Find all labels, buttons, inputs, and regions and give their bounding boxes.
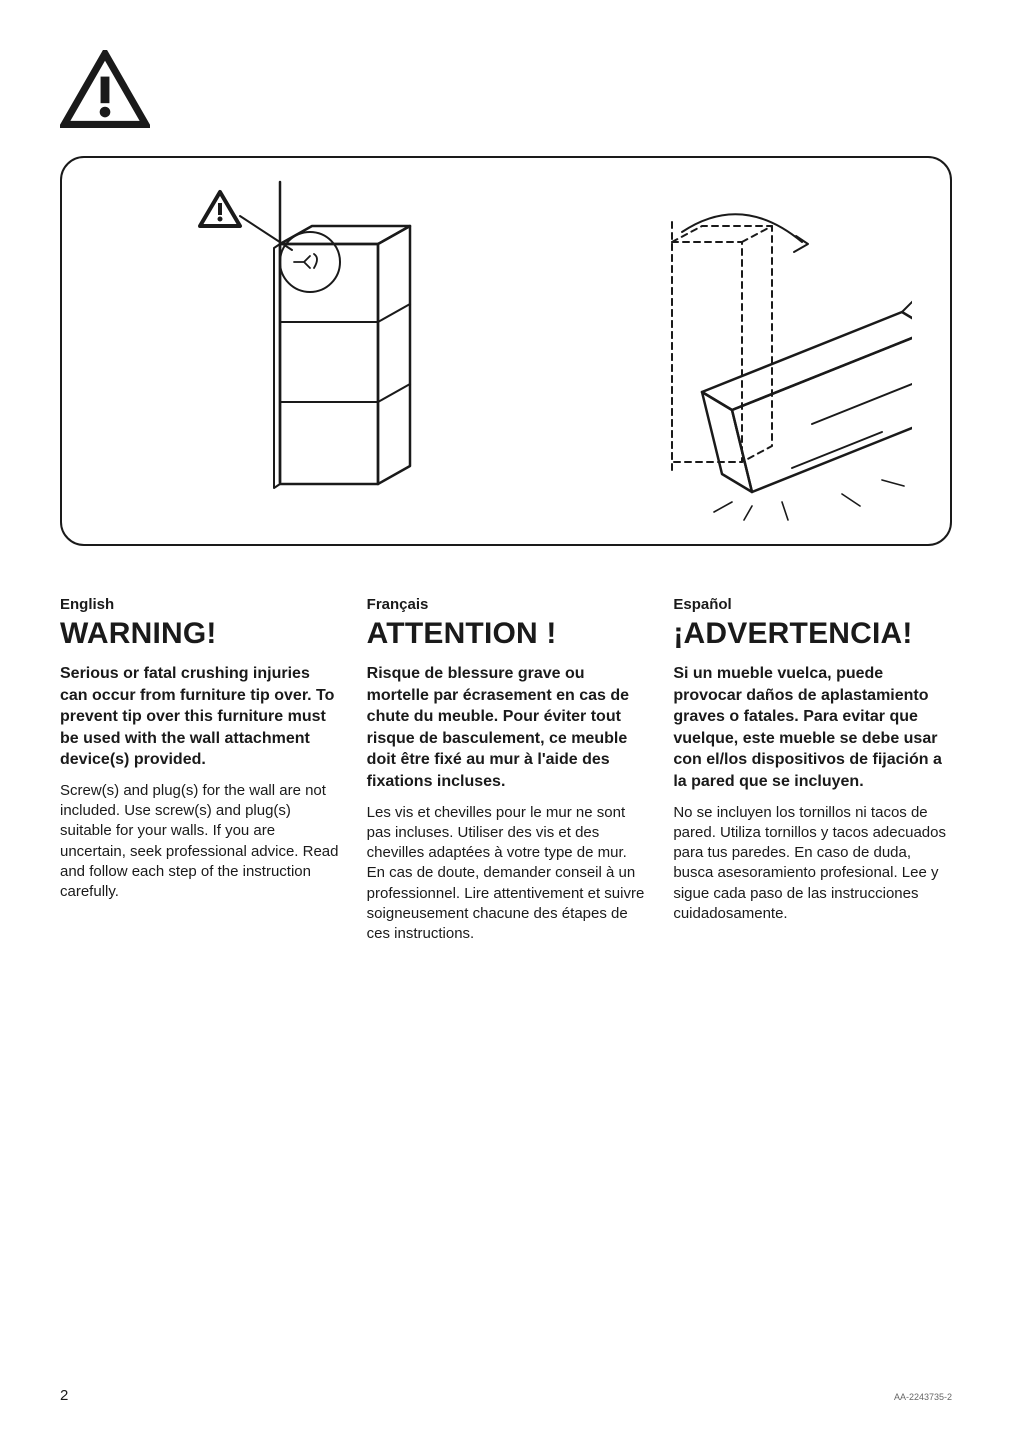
diagram-frame [60, 156, 952, 546]
column-espanol: Español ¡ADVERTENCIA! Si un mueble vuelc… [673, 596, 952, 944]
heading-fr: ATTENTION ! [367, 617, 646, 651]
warning-triangle-icon [60, 50, 952, 128]
page-root: English WARNING! Serious or fatal crushi… [0, 0, 1012, 1432]
page-number: 2 [60, 1387, 68, 1404]
lang-label-fr: Français [367, 596, 646, 613]
body-para-en: Screw(s) and plug(s) for the wall are no… [60, 781, 339, 903]
tip-over-diagram [142, 172, 912, 532]
lang-label-en: English [60, 596, 339, 613]
heading-en: WARNING! [60, 617, 339, 651]
column-english: English WARNING! Serious or fatal crushi… [60, 596, 339, 944]
lang-label-es: Español [673, 596, 952, 613]
body-para-fr: Les vis et chevilles pour le mur ne sont… [367, 803, 646, 945]
column-francais: Français ATTENTION ! Risque de blessure … [367, 596, 646, 944]
heading-es: ¡ADVERTENCIA! [673, 617, 952, 651]
text-columns: English WARNING! Serious or fatal crushi… [60, 596, 952, 944]
body-para-es: No se incluyen los tornillos ni tacos de… [673, 803, 952, 925]
bold-para-fr: Risque de blessure grave ou mortelle par… [367, 663, 646, 793]
bold-para-en: Serious or fatal crushing injuries can o… [60, 663, 339, 771]
document-code: AA-2243735-2 [894, 1392, 952, 1402]
bold-para-es: Si un mueble vuelca, puede provocar daño… [673, 663, 952, 793]
page-footer: 2 AA-2243735-2 [60, 1387, 952, 1404]
